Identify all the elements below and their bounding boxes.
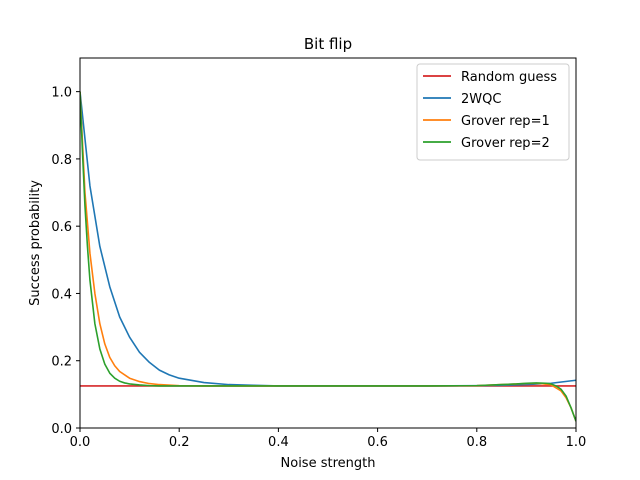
legend-label: 2WQC (461, 92, 501, 107)
y-tick-label: 0.4 (51, 287, 72, 302)
legend-label: Grover rep=1 (461, 114, 550, 129)
legend: Random guess 2WQC Grover rep=1 Grover rep=2 (416, 63, 570, 161)
x-axis-label: Noise strength (281, 456, 376, 471)
chart-title: Bit flip (304, 35, 352, 53)
y-tick-label: 0.0 (51, 422, 72, 437)
y-axis-label: Success probability (28, 180, 43, 306)
y-tick-label: 0.2 (51, 355, 72, 370)
series-line-grover-rep-2 (80, 91, 576, 422)
x-tick-label: 1.0 (566, 435, 587, 450)
legend-box (416, 63, 570, 161)
legend-label: Random guess (461, 70, 557, 85)
y-tick-label: 0.8 (51, 153, 72, 168)
legend-label: Grover rep=2 (461, 136, 550, 151)
x-tick-label: 0.6 (367, 435, 388, 450)
y-tick-label: 1.0 (51, 86, 72, 101)
x-tick-label: 0.0 (70, 435, 91, 450)
plot-area-frame (79, 57, 577, 429)
x-tick-label: 0.8 (466, 435, 487, 450)
x-tick-label: 0.4 (268, 435, 289, 450)
axis-ticks: 0.0 0.2 0.4 0.6 0.8 1.0 0.0 0.2 0.4 0.6 0.8 1.0 (51, 86, 586, 450)
y-tick-label: 0.6 (51, 220, 72, 235)
x-tick-label: 0.2 (169, 435, 190, 450)
